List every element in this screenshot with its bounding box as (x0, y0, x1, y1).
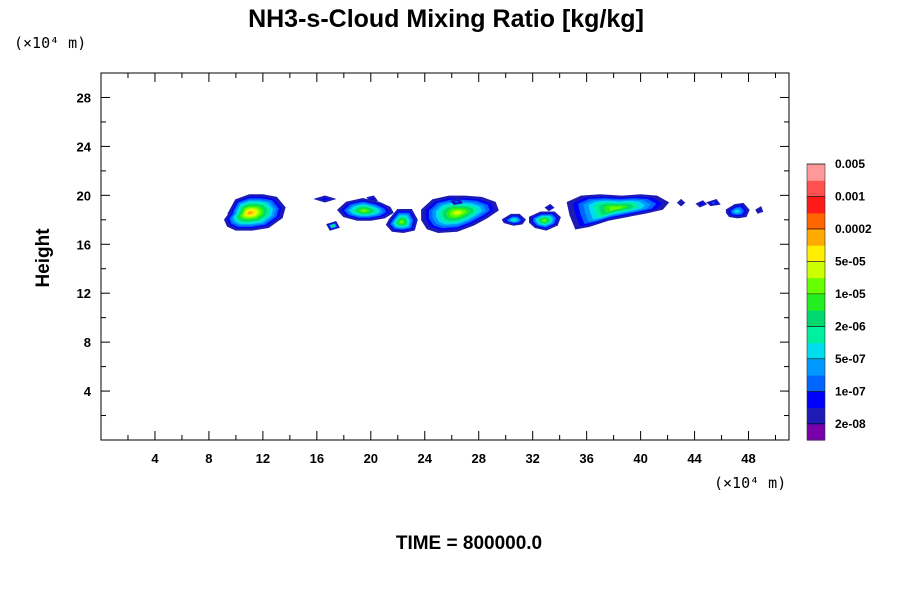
cloud-cell (755, 206, 764, 214)
colorbar-swatch (807, 310, 825, 327)
axis-ticks (101, 73, 789, 440)
colorbar-label: 2e-06 (835, 319, 866, 333)
cloud-cell (326, 221, 340, 231)
cloud-cell-band (360, 209, 368, 212)
cloud-cell-band (734, 209, 740, 213)
x-tick-label: 44 (687, 451, 702, 466)
x-tick-label: 32 (525, 451, 539, 466)
colorbar-label: 0.005 (835, 157, 865, 171)
x-tick-label: 20 (364, 451, 378, 466)
cloud-cell (366, 195, 378, 203)
y-tick-labels: 4 8 12 16 20 24 28 (77, 90, 92, 399)
colorbar-swatch (807, 391, 825, 409)
colorbar-label: 5e-07 (835, 352, 866, 366)
cloud-cell-band (711, 201, 716, 204)
colorbar-swatch (807, 326, 825, 344)
y-tick-label: 12 (77, 286, 91, 301)
colorbar-swatch (807, 293, 825, 311)
cloud-cell (706, 199, 721, 207)
x-tick-label: 24 (418, 451, 433, 466)
colorbar-label: 1e-07 (835, 384, 866, 398)
y-tick-label: 4 (84, 384, 92, 399)
cloud-cell-band (547, 206, 552, 209)
colorbar-swatch (807, 423, 825, 441)
y-tick-label: 20 (77, 188, 91, 203)
cloud-cell (449, 197, 463, 205)
cloud-cell-band (453, 210, 463, 216)
x-tick-label: 36 (579, 451, 593, 466)
chart-title: NH3-s-Cloud Mixing Ratio [kg/kg] (248, 5, 644, 33)
y-axis-unit-label: (×10⁴ m) (14, 34, 86, 52)
colorbar-label: 0.001 (835, 189, 865, 203)
colorbar-label: 0.0002 (835, 222, 872, 236)
cloud-cell (529, 211, 561, 231)
colorbar-label: 1e-05 (835, 287, 866, 301)
cloud-cell-band (369, 197, 375, 201)
cloud-cell-band (511, 219, 516, 221)
cloud-cell (223, 194, 286, 231)
cloud-cell (385, 209, 418, 234)
colorbar-swatch (807, 358, 825, 376)
cloud-cell (336, 197, 394, 221)
cloud-cell (725, 202, 750, 219)
colorbar-swatch (807, 407, 825, 425)
y-tick-label: 16 (77, 237, 91, 252)
colorbar-swatch (807, 180, 825, 197)
colorbar: 2e-08 1e-07 5e-07 2e-06 1e-05 5e-05 0.0002 0.00… (806, 157, 872, 441)
cloud-field (223, 194, 764, 234)
y-tick-label: 8 (84, 335, 91, 350)
time-label: TIME = 800000.0 (396, 533, 542, 554)
colorbar-label: 2e-08 (835, 417, 866, 431)
colorbar-swatch (807, 228, 825, 246)
x-tick-label: 28 (471, 451, 485, 466)
cloud-cell (676, 198, 686, 207)
x-tick-label: 8 (205, 451, 212, 466)
cloud-cell-band (247, 211, 254, 215)
colorbar-swatch (807, 277, 825, 295)
cloud-cell-band (332, 225, 334, 227)
y-tick-label: 28 (77, 90, 91, 105)
y-tick-label: 24 (77, 139, 92, 154)
cloud-cell-band (399, 220, 404, 224)
colorbar-swatch (807, 342, 825, 360)
plot-frame (100, 72, 790, 441)
cloud-cell-band (542, 219, 547, 222)
cloud-cell (313, 195, 337, 203)
cloud-cell-band (679, 201, 683, 204)
cloud-cell (421, 195, 499, 234)
cloud-cell (695, 200, 708, 208)
cloud-cell-band (757, 208, 761, 212)
colorbar-swatch (807, 196, 825, 214)
x-tick-label: 4 (151, 451, 159, 466)
cloud-cell (566, 194, 670, 230)
cloud-cell (501, 213, 526, 226)
colorbar-swatch (807, 164, 825, 181)
cloud-cell-band (699, 202, 704, 206)
colorbar-swatch (807, 212, 825, 230)
x-tick-label: 16 (310, 451, 324, 466)
colorbar-swatch (807, 261, 825, 279)
cloud-cell-band (454, 200, 459, 203)
cloud-cell (544, 203, 555, 212)
cloud-cell-band (320, 197, 330, 201)
x-axis-unit-label: (×10⁴ m) (714, 474, 786, 492)
x-tick-label: 12 (256, 451, 270, 466)
x-tick-labels: 4 8 12 16 20 24 28 32 36 40 44 48 (151, 451, 755, 466)
x-tick-label: 48 (741, 451, 755, 466)
cloud-cell-band (609, 206, 623, 211)
colorbar-swatch (807, 245, 825, 262)
x-tick-label: 40 (633, 451, 647, 466)
colorbar-label: 5e-05 (835, 254, 866, 268)
colorbar-swatch (807, 375, 825, 392)
y-axis-label: Height (33, 228, 54, 288)
